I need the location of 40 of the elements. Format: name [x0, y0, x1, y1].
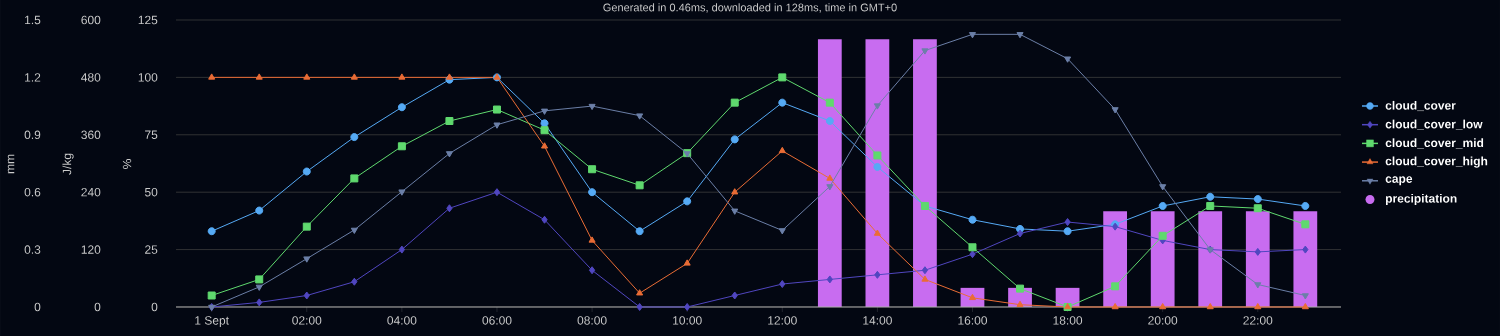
y-axis-title: %: [122, 159, 132, 169]
y3-tick-label: 600: [81, 15, 101, 25]
legend-label: cloud_cover: [1385, 100, 1456, 112]
y3-tick-label: 240: [81, 187, 101, 197]
x-tick-label: 18:00: [1053, 316, 1083, 325]
y2-tick-label: 1.2: [25, 73, 41, 82]
chart-subtitle: Generated in 0.46ms, downloaded in 128ms, time in GMT+0: [603, 3, 897, 13]
y2-tick-label: 0: [34, 302, 41, 312]
legend-label: precipitation: [1385, 193, 1457, 206]
x-tick-label: 20:00: [1148, 316, 1178, 325]
x-tick-label: 04:00: [387, 316, 417, 325]
x-tick-label: 10:00: [673, 316, 702, 325]
y2-tick-label: 0.3: [24, 245, 41, 254]
x-tick-label: 14:00: [863, 316, 892, 325]
legend-label: cape: [1385, 176, 1413, 186]
y-tick-label: 100: [138, 73, 158, 82]
x-tick-label: 12:00: [768, 316, 797, 325]
y3-tick-label: 0: [94, 302, 101, 312]
y3-tick-label: 360: [81, 130, 101, 140]
y-tick-label: 0: [151, 302, 158, 312]
x-tick-label: 06:00: [482, 316, 512, 325]
x-tick-label: 16:00: [958, 316, 988, 325]
y2-tick-label: 0.9: [24, 130, 41, 140]
legend-label: cloud_cover_high: [1385, 156, 1488, 168]
x-tick-label: 08:00: [577, 316, 607, 325]
y-tick-label: 125: [138, 15, 158, 25]
y-tick-label: 75: [145, 130, 158, 139]
y-tick-label: 25: [145, 245, 158, 254]
y2-axis-title: mm: [7, 154, 15, 174]
legend-label: cloud_cover_low: [1385, 119, 1483, 130]
legend-label: cloud_cover_mid: [1385, 138, 1484, 149]
y-tick-label: 50: [144, 187, 158, 197]
y3-axis-title: J/kg: [62, 153, 74, 175]
x-tick-label: 22:00: [1243, 316, 1273, 325]
y2-tick-label: 0.6: [24, 187, 41, 197]
y2-tick-label: 1.5: [25, 15, 41, 25]
y3-tick-label: 480: [81, 73, 101, 82]
y3-tick-label: 120: [81, 245, 101, 254]
x-tick-label: 1 Sept: [195, 316, 229, 328]
x-tick-label: 02:00: [292, 316, 322, 325]
